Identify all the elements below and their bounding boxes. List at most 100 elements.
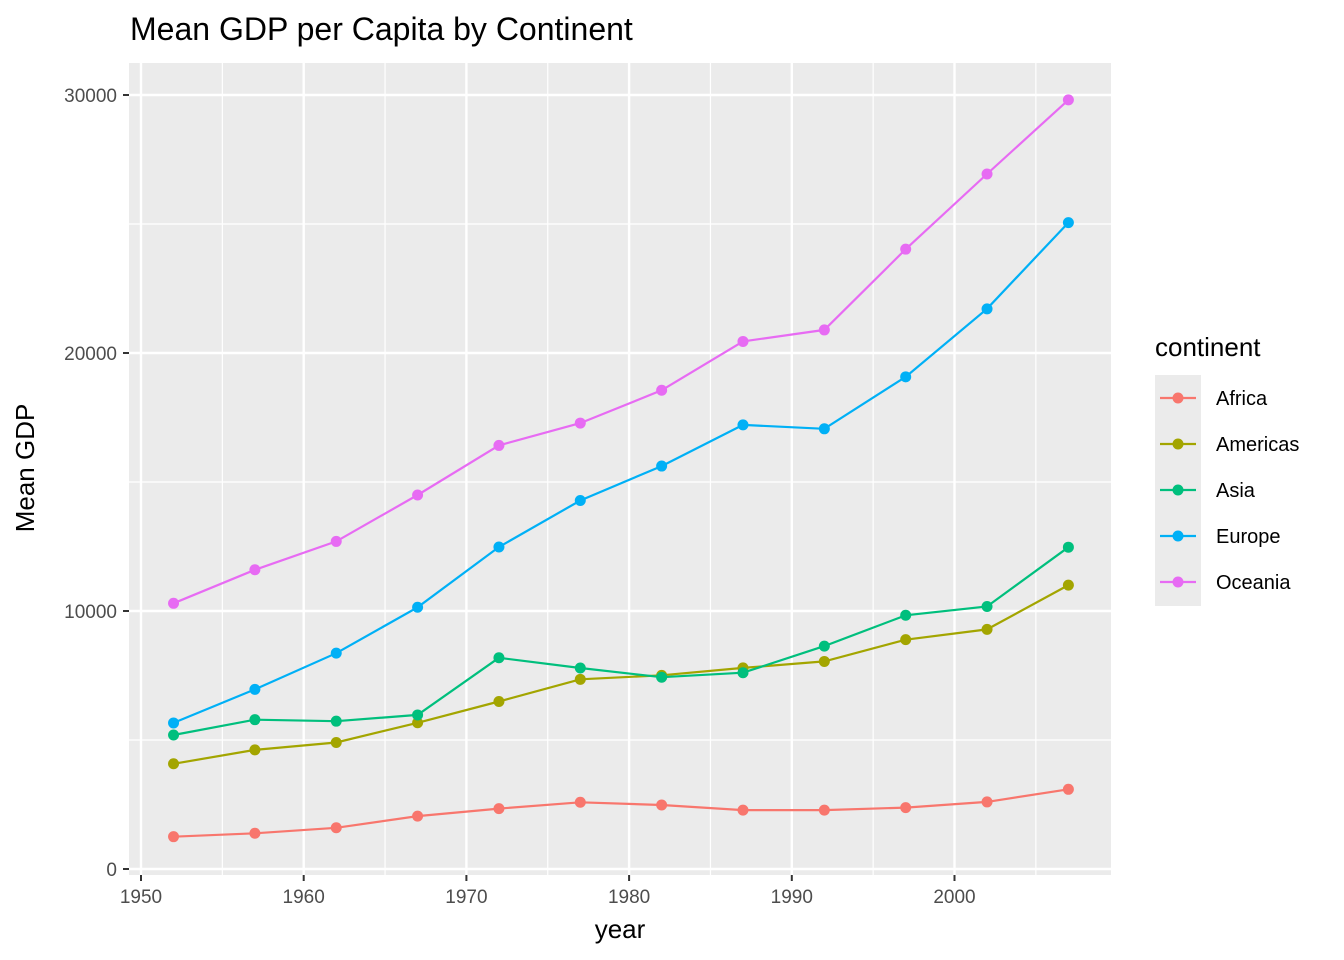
x-tick-label: 2000 — [933, 887, 975, 908]
legend-label: Africa — [1216, 388, 1268, 410]
x-tick-label: 1950 — [120, 887, 162, 908]
data-point-oceania — [900, 243, 912, 255]
data-point-asia — [900, 609, 912, 621]
data-point-africa — [1062, 783, 1074, 795]
x-tick-label: 1960 — [283, 887, 325, 908]
data-point-asia — [493, 652, 505, 664]
legend-title: continent — [1155, 332, 1261, 362]
data-point-africa — [249, 827, 261, 839]
y-tick-label: 10000 — [64, 602, 117, 623]
x-tick-label: 1970 — [445, 887, 487, 908]
data-point-oceania — [1062, 94, 1074, 106]
data-point-africa — [168, 831, 180, 843]
data-point-americas — [900, 634, 912, 646]
data-point-oceania — [818, 324, 830, 336]
plot-panel — [129, 63, 1111, 875]
series-europe — [168, 217, 1074, 729]
data-point-europe — [168, 717, 180, 729]
data-point-africa — [737, 804, 749, 816]
legend-label: Oceania — [1216, 572, 1291, 594]
series-line-africa — [173, 788, 1069, 838]
data-point-asia — [818, 640, 830, 652]
data-point-asia — [168, 729, 180, 741]
data-point-americas — [818, 655, 830, 667]
data-point-europe — [249, 683, 261, 695]
data-point-africa — [900, 802, 912, 814]
legend-label: Americas — [1216, 434, 1299, 456]
series-line-americas — [173, 584, 1069, 765]
data-point-oceania — [737, 335, 749, 347]
data-point-europe — [330, 647, 342, 659]
data-point-americas — [1062, 579, 1074, 591]
data-point-asia — [412, 709, 424, 721]
data-point-asia — [330, 715, 342, 727]
x-tick-label: 1980 — [608, 887, 650, 908]
x-tick-label: 1990 — [771, 887, 813, 908]
data-point-oceania — [981, 168, 993, 180]
data-point-europe — [818, 423, 830, 435]
series-line-asia — [173, 546, 1070, 737]
series-line-oceania — [173, 99, 1070, 605]
legend-key-point — [1172, 392, 1184, 404]
data-point-asia — [656, 671, 668, 683]
data-point-europe — [737, 419, 749, 431]
data-point-africa — [493, 803, 505, 815]
legend-item-europe: Europe — [1160, 526, 1281, 548]
legend-item-asia: Asia — [1160, 480, 1256, 502]
data-point-oceania — [249, 564, 261, 576]
data-point-americas — [493, 696, 505, 708]
y-tick-label: 20000 — [64, 344, 117, 365]
legend-key-point — [1172, 438, 1184, 450]
data-point-asia — [1062, 541, 1074, 553]
data-point-africa — [818, 804, 830, 816]
data-point-asia — [574, 662, 586, 674]
series-americas — [168, 579, 1074, 770]
data-point-africa — [574, 796, 586, 808]
data-point-europe — [656, 460, 668, 472]
y-tick-label: 30000 — [64, 86, 117, 107]
legend-item-americas: Americas — [1160, 434, 1299, 456]
data-point-europe — [574, 494, 586, 506]
data-point-asia — [737, 667, 749, 679]
data-point-americas — [981, 623, 993, 635]
legend-key-point — [1172, 530, 1184, 542]
data-point-oceania — [493, 439, 505, 451]
data-point-africa — [656, 799, 668, 811]
data-point-americas — [249, 744, 261, 756]
y-axis: 0 10000 20000 30000 — [64, 86, 129, 881]
data-point-europe — [900, 371, 912, 383]
data-point-europe — [981, 303, 993, 315]
data-point-americas — [574, 673, 586, 685]
data-point-europe — [1062, 217, 1074, 229]
legend: continent Africa Americas Asia Europe Oceani… — [1155, 332, 1299, 606]
data-point-asia — [981, 601, 993, 613]
data-point-africa — [330, 822, 342, 834]
data-point-americas — [330, 737, 342, 749]
series-asia — [168, 541, 1074, 741]
legend-item-africa: Africa — [1160, 388, 1268, 410]
minor-gridlines — [129, 63, 1111, 875]
y-axis-title: Mean GDP — [10, 404, 40, 533]
data-point-europe — [493, 541, 505, 553]
legend-key-point — [1172, 576, 1184, 588]
legend-item-oceania: Oceania — [1160, 572, 1291, 594]
data-point-americas — [412, 717, 424, 729]
series-line-europe — [173, 221, 1070, 724]
y-tick-label: 0 — [106, 860, 117, 881]
data-point-europe — [412, 601, 424, 613]
data-point-oceania — [168, 597, 180, 609]
data-point-africa — [981, 796, 993, 808]
data-point-oceania — [574, 417, 586, 429]
series-group — [168, 94, 1074, 843]
data-point-oceania — [412, 489, 424, 501]
data-point-americas — [168, 758, 180, 770]
x-axis-title: year — [595, 914, 646, 944]
legend-key-point — [1172, 484, 1184, 496]
data-point-oceania — [330, 535, 342, 547]
data-point-africa — [412, 810, 424, 822]
chart-title: Mean GDP per Capita by Continent — [130, 11, 633, 47]
x-axis: 1950 1960 1970 1980 1990 2000 — [120, 875, 976, 908]
legend-label: Europe — [1216, 526, 1281, 548]
series-oceania — [168, 94, 1074, 609]
